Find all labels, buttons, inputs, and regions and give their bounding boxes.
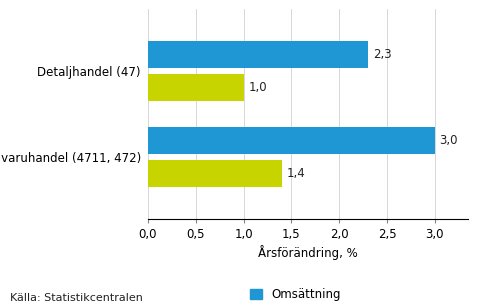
Legend: Omsättning, Försäljningsvolym: Omsättning, Försäljningsvolym — [250, 288, 378, 304]
X-axis label: Årsförändring, %: Årsförändring, % — [258, 245, 358, 260]
Text: 1,0: 1,0 — [248, 81, 267, 94]
Bar — [148, 127, 435, 154]
Text: 2,3: 2,3 — [373, 48, 391, 61]
Bar — [148, 160, 282, 187]
Bar — [148, 74, 244, 101]
Text: Källa: Statistikcentralen: Källa: Statistikcentralen — [10, 293, 143, 303]
Text: 1,4: 1,4 — [286, 167, 305, 180]
Bar — [148, 41, 368, 68]
Text: 3,0: 3,0 — [440, 134, 458, 147]
